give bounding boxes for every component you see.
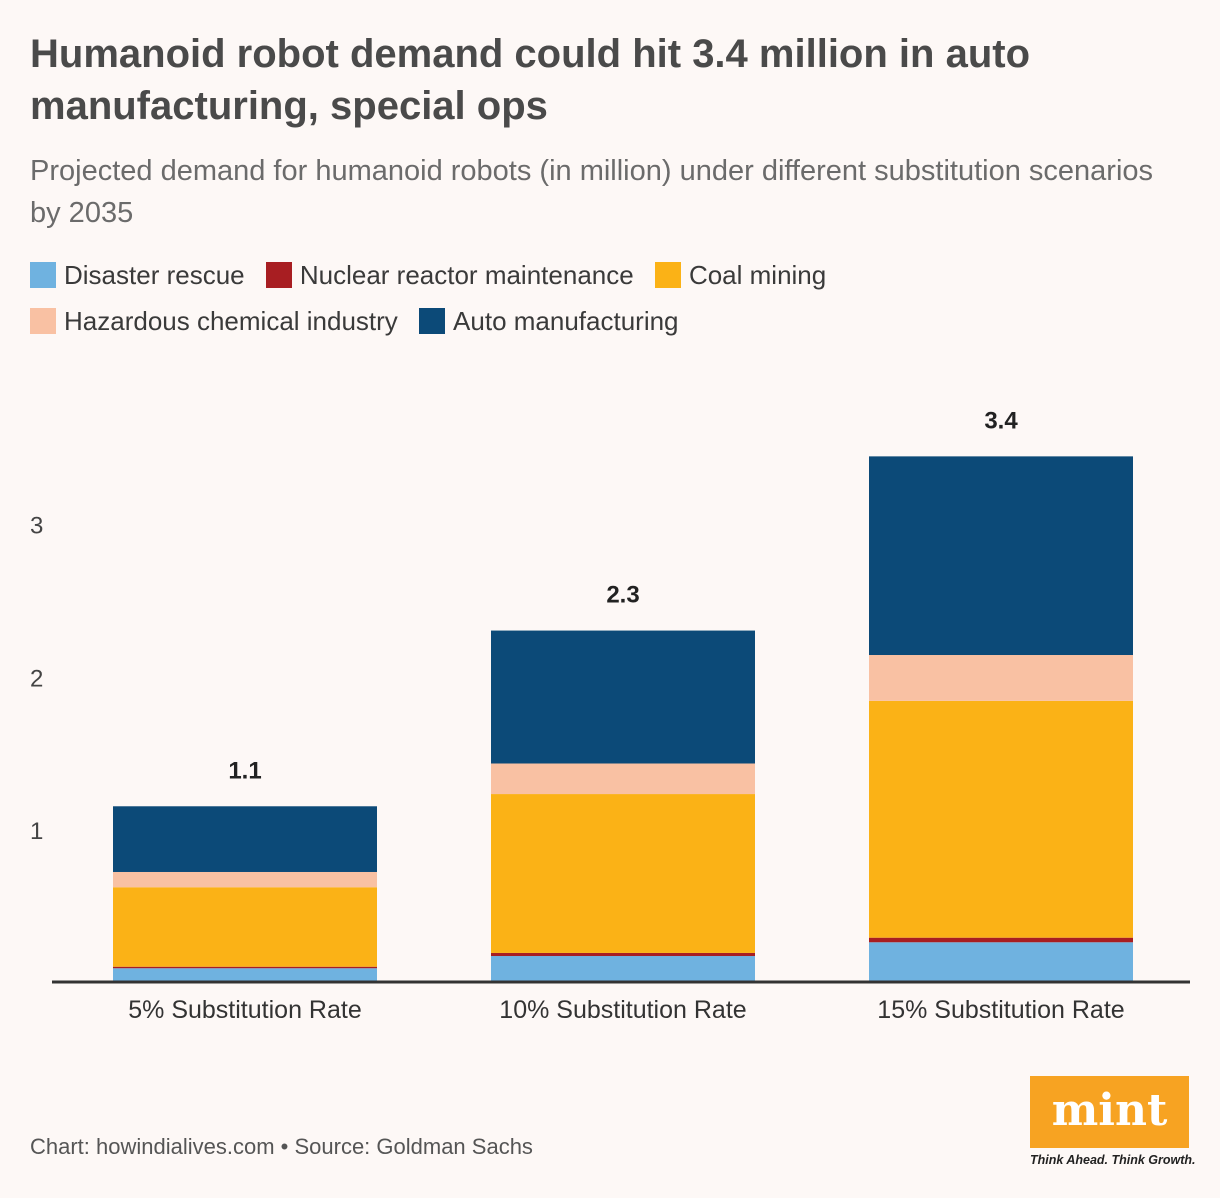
legend: Disaster rescue Nuclear reactor maintena… xyxy=(30,252,1190,344)
bar-segment-hazardous-chemical-industry xyxy=(113,871,377,888)
bar-segment-coal-mining xyxy=(869,700,1133,938)
legend-swatch xyxy=(419,308,446,334)
logo-tagline: Think Ahead. Think Growth. xyxy=(1030,1153,1196,1167)
chart-subtitle: Projected demand for humanoid robots (in… xyxy=(30,155,1154,229)
stacked-bar-chart: 1 2 3 1.1 5% Substitution Rate 2.3 10% Substit… xyxy=(30,407,1190,1024)
bar-segment-auto-manufacturing xyxy=(869,456,1133,656)
bar-segment-auto-manufacturing xyxy=(491,630,755,764)
legend-item-hazardous-chemical: Hazardous chemical industry xyxy=(30,298,398,344)
legend-swatch xyxy=(265,262,292,288)
bar-segment-disaster-rescue xyxy=(869,942,1133,982)
legend-item-nuclear: Nuclear reactor maintenance xyxy=(265,252,634,298)
y-tick-label: 1 xyxy=(30,818,43,845)
bar-segment-disaster-rescue xyxy=(113,968,377,982)
bar-segment-hazardous-chemical-industry xyxy=(491,763,755,795)
x-category-label: 10% Substitution Rate xyxy=(499,996,746,1024)
bar-segment-auto-manufacturing xyxy=(113,806,377,872)
chart-area: 1 2 3 1.1 5% Substitution Rate 2.3 10% Substit… xyxy=(0,360,1220,1050)
bar-segment-hazardous-chemical-industry xyxy=(869,655,1133,701)
bar-total-label: 3.4 xyxy=(984,407,1018,434)
source-credit: Chart: howindialives.com • Source: Goldm… xyxy=(30,1134,533,1159)
x-category-label: 15% Substitution Rate xyxy=(877,996,1124,1024)
bar-segment-coal-mining xyxy=(113,887,377,967)
y-tick-label: 3 xyxy=(30,513,43,540)
legend-item-auto-manufacturing: Auto manufacturing xyxy=(419,298,679,344)
bar-total-label: 1.1 xyxy=(228,757,261,784)
mint-logo: mint xyxy=(1030,1076,1189,1148)
legend-swatch xyxy=(30,262,56,288)
y-tick-label: 2 xyxy=(30,665,43,692)
legend-swatch xyxy=(30,308,56,334)
legend-swatch xyxy=(654,262,681,288)
bar-segment-nuclear-reactor-maintenance xyxy=(491,952,755,957)
bar-segment-disaster-rescue xyxy=(491,956,755,982)
chart-title: Humanoid robot demand could hit 3.4 mill… xyxy=(30,32,1030,128)
x-category-label: 5% Substitution Rate xyxy=(128,996,361,1024)
bar-total-label: 2.3 xyxy=(606,582,639,609)
legend-item-coal-mining: Coal mining xyxy=(654,252,826,298)
bar-segment-nuclear-reactor-maintenance xyxy=(869,937,1133,943)
bar-segment-coal-mining xyxy=(491,794,755,953)
legend-item-disaster-rescue: Disaster rescue xyxy=(30,252,245,298)
bar-segment-nuclear-reactor-maintenance xyxy=(113,966,377,969)
